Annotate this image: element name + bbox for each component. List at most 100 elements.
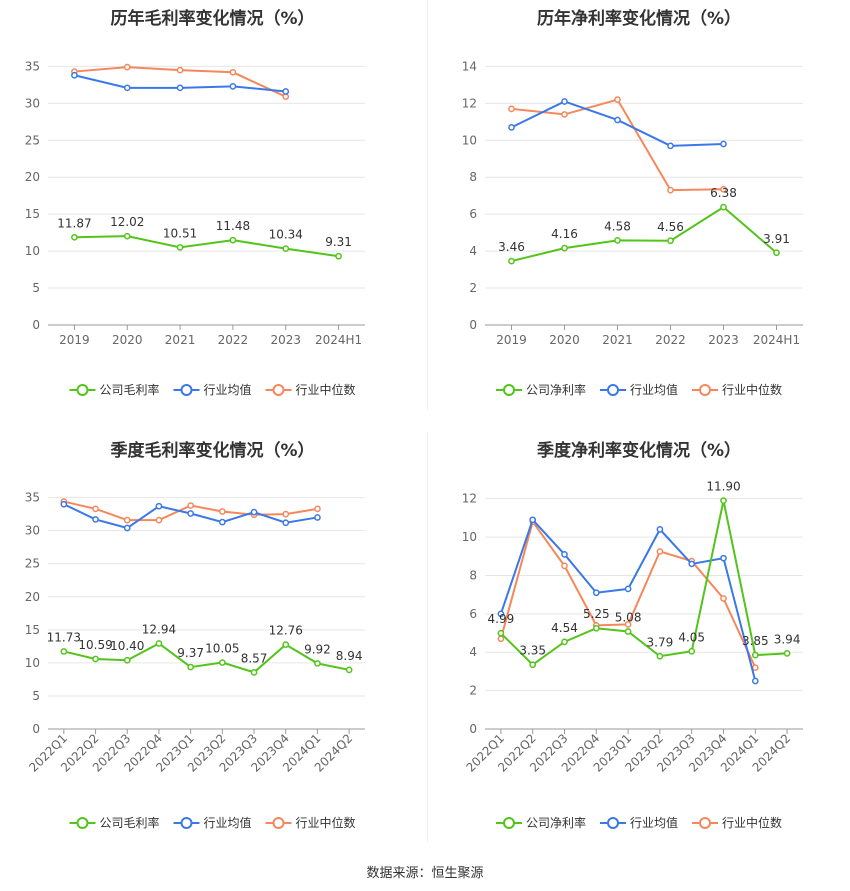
data-point-company: [529, 661, 537, 669]
x-tick-label: 2021: [165, 333, 196, 347]
legend-item-industry_avg[interactable]: 行业均值: [600, 382, 678, 397]
data-label: 4.58: [604, 219, 631, 233]
data-point-company: [497, 629, 505, 637]
panel-divider-top: [427, 0, 428, 410]
data-point-company: [720, 203, 727, 211]
data-label: 4.16: [551, 227, 578, 241]
data-point-company: [688, 647, 696, 655]
legend-item-industry_avg[interactable]: 行业均值: [173, 815, 252, 830]
y-tick-label: 10: [25, 656, 40, 670]
x-tick-label: 2022: [655, 333, 686, 347]
y-tick-label: 30: [25, 96, 40, 110]
data-label: 3.79: [647, 635, 674, 649]
legend-item-company[interactable]: 公司毛利率: [69, 382, 160, 397]
data-point-industry_avg: [561, 550, 568, 558]
legend-item-industry_median[interactable]: 行业中位数: [265, 382, 356, 397]
data-point-company: [229, 236, 237, 244]
data-point-industry_median: [751, 664, 759, 671]
data-point-industry_avg: [624, 585, 632, 593]
data-point-company: [155, 640, 163, 647]
legend-label: 行业中位数: [296, 815, 356, 830]
chart-svg: 0246810122022Q12022Q22022Q32022Q42023Q12…: [462, 480, 803, 830]
legend-marker-icon: [607, 384, 619, 396]
legend-item-industry_avg[interactable]: 行业均值: [173, 382, 252, 397]
data-point-industry_median: [123, 63, 131, 71]
legend-marker-icon: [607, 817, 619, 829]
chart-svg: 0 5 10 15 20 25 30 35 2019 2020 2021 2022 2023 2024H1…: [25, 59, 365, 397]
data-point-industry_avg: [667, 142, 674, 150]
series-line-industry_avg: [511, 100, 724, 147]
y-tick-label: 0: [469, 722, 477, 736]
data-point-industry_avg: [561, 98, 568, 105]
legend-label: 行业均值: [630, 815, 678, 830]
y-tick-label: 6: [469, 207, 477, 221]
data-point-company: [667, 237, 674, 245]
data-source: 数据来源：恒生聚源: [366, 866, 484, 881]
x-tick-label: 2024H1: [315, 333, 362, 347]
data-point-industry_median: [155, 516, 163, 524]
legend-marker-icon: [180, 817, 193, 829]
y-tick-label: 15: [25, 623, 40, 637]
y-tick-label: 0: [32, 722, 40, 736]
data-point-industry_avg: [688, 560, 696, 568]
data-point-industry_avg: [282, 88, 290, 95]
data-point-industry_median: [187, 502, 194, 509]
legend-item-company[interactable]: 公司净利率: [496, 815, 586, 830]
legend-label: 行业中位数: [722, 382, 782, 397]
data-point-company: [624, 628, 632, 635]
y-tick-label: 15: [25, 207, 40, 221]
legend-marker-icon: [503, 817, 515, 829]
data-label: 11.73: [47, 630, 81, 644]
y-tick-label: 12: [462, 492, 477, 506]
data-point-company: [314, 660, 321, 667]
legend-label: 行业中位数: [722, 815, 782, 830]
y-tick-label: 35: [25, 491, 40, 505]
data-point-company: [561, 638, 568, 646]
data-point-industry_avg: [751, 677, 759, 685]
data-point-industry_median: [219, 508, 226, 515]
legend-item-industry_avg[interactable]: 行业均值: [600, 815, 678, 830]
chart-quarterly-gross: 季度毛利率变化情况（%） 0 5 10 15 20 25 30 35 2022Q1 2022Q2 2…: [0, 432, 425, 852]
data-point-industry_avg: [219, 518, 226, 526]
chart-annual-gross: 历年毛利率变化情况（%） 0 5 10 15 20 25 30 35 2019 2020 2021 2…: [0, 0, 425, 420]
y-tick-label: 14: [462, 59, 477, 73]
data-label: 5.08: [615, 610, 642, 624]
legend-marker-icon: [272, 817, 285, 829]
data-label: 8.94: [336, 649, 363, 663]
data-label: 4.56: [657, 220, 684, 234]
legend-label: 公司净利率: [526, 815, 586, 830]
y-tick-label: 2: [469, 684, 477, 698]
data-point-industry_median: [720, 595, 727, 602]
chart-quarterly-net: 季度净利率变化情况（%） 0 2 4 6 8 10 12 2022Q1 2022Q2 2022Q3…: [428, 432, 850, 852]
y-tick-label: 4: [469, 645, 477, 659]
data-point-company: [561, 244, 568, 252]
data-point-industry_avg: [656, 526, 664, 533]
x-tick-label: 2020: [112, 333, 143, 347]
data-point-company: [123, 656, 131, 664]
data-label: 3.85: [742, 634, 769, 648]
legend-label: 公司毛利率: [100, 382, 160, 397]
data-point-industry_median: [656, 548, 664, 555]
legend-item-industry_median[interactable]: 行业中位数: [692, 815, 782, 830]
data-point-company: [71, 233, 78, 241]
y-tick-label: 12: [462, 96, 477, 110]
data-point-industry_avg: [176, 84, 184, 92]
y-tick-label: 5: [32, 281, 40, 295]
data-label: 10.34: [269, 228, 303, 242]
data-point-industry_median: [176, 66, 184, 74]
series-line-company: [511, 205, 778, 263]
legend-marker-icon: [76, 817, 89, 829]
legend-item-industry_median[interactable]: 行业中位数: [692, 382, 782, 397]
chart-title: 季度毛利率变化情况（%）: [110, 441, 315, 461]
panel-divider-bottom: [427, 432, 428, 842]
data-point-industry_avg: [720, 140, 727, 148]
legend-item-industry_median[interactable]: 行业中位数: [265, 815, 356, 830]
data-point-company: [335, 252, 342, 260]
legend-label: 公司净利率: [526, 382, 586, 397]
data-point-industry_avg: [720, 554, 727, 562]
y-tick-label: 25: [25, 133, 40, 147]
x-tick-label: 2024H1: [753, 333, 800, 347]
legend-item-company[interactable]: 公司净利率: [496, 382, 586, 397]
legend-item-company[interactable]: 公司毛利率: [69, 815, 160, 830]
chart-annual-net: 历年净利率变化情况（%） 0 2 4 6 8 10 12 14 2019 2020 2021 2022…: [428, 0, 850, 420]
